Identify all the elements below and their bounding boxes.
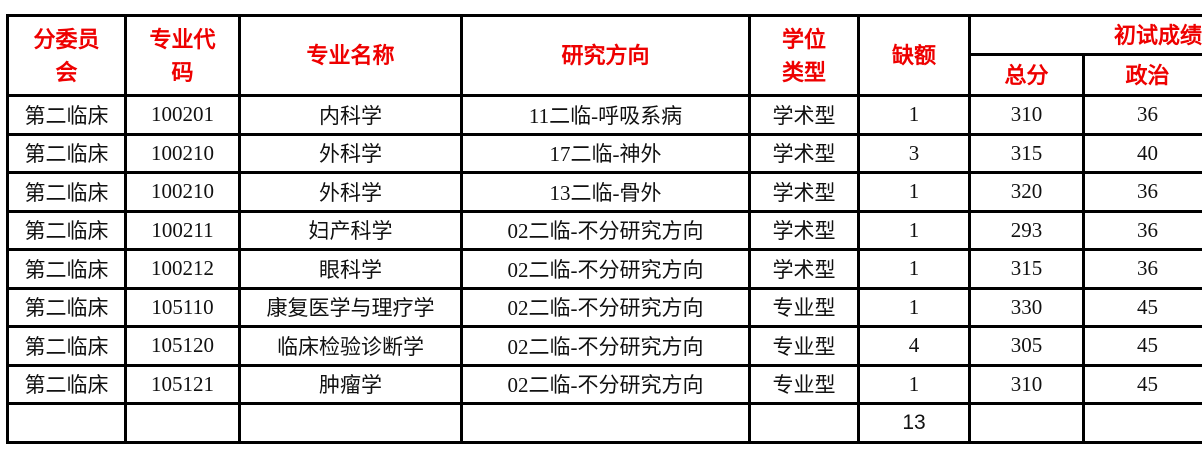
vacancy-cell: 4: [857, 325, 971, 367]
degree-type-cell: 学术型: [748, 94, 860, 136]
direction-cell: 02二临-不分研究方向: [460, 286, 751, 328]
degree-type-cell: 学术型: [748, 248, 860, 290]
major-name-cell: 临床检验诊断学: [238, 325, 463, 367]
table-row: 第二临床 100210 外科学 17二临-神外 学术型 3 315 40: [6, 132, 1202, 174]
direction-cell: 02二临-不分研究方向: [460, 209, 751, 251]
table-row: 第二临床 105120 临床检验诊断学 02二临-不分研究方向 专业型 4 30…: [6, 325, 1202, 367]
major-name-cell: 外科学: [238, 171, 463, 213]
header-total-score: 总分: [968, 53, 1085, 97]
committee-cell: 第二临床: [6, 132, 127, 174]
politics-score-cell: 45: [1081, 325, 1202, 367]
total-score-cell: 305: [968, 325, 1085, 367]
total-score-cell: 310: [968, 363, 1085, 405]
table-row: 第二临床 100211 妇产科学 02二临-不分研究方向 学术型 1 293 3…: [6, 209, 1202, 251]
vacancy-cell: 1: [857, 94, 971, 136]
header-initial-exam-score: 初试成绩: [967, 14, 1202, 56]
vacancy-cell: 1: [857, 286, 971, 328]
total-row: 13: [6, 402, 1202, 444]
code-cell: 105121: [124, 363, 241, 405]
direction-cell: 02二临-不分研究方向: [460, 363, 751, 405]
direction-cell: 02二临-不分研究方向: [460, 248, 751, 290]
code-cell: 100201: [124, 94, 241, 136]
degree-type-cell: 专业型: [748, 363, 860, 405]
total-score-cell: 293: [968, 209, 1085, 251]
table-row: 第二临床 105110 康复医学与理疗学 02二临-不分研究方向 专业型 1 3…: [6, 286, 1202, 328]
politics-score-cell: 40: [1081, 132, 1202, 174]
code-cell: 100212: [124, 248, 241, 290]
vacancy-cell: 1: [857, 248, 971, 290]
header-major-code: 专业代 码: [124, 14, 241, 97]
committee-cell: 第二临床: [6, 248, 127, 290]
vacancy-cell: 1: [857, 209, 971, 251]
degree-type-cell: 学术型: [748, 132, 860, 174]
direction-cell: 02二临-不分研究方向: [460, 325, 751, 367]
committee-cell: 第二临床: [6, 363, 127, 405]
header-vacancy: 缺额: [857, 14, 971, 97]
table-row: 第二临床 100201 内科学 11二临-呼吸系病 学术型 1 310 36: [6, 94, 1202, 136]
adjustment-quota-table: 分委员 会 专业代 码 专业名称 研究方向 学位 类型 缺额 初试成绩 总分 政…: [6, 14, 1202, 444]
committee-cell: 第二临床: [6, 325, 127, 367]
table-row: 第二临床 100210 外科学 13二临-骨外 学术型 1 320 36: [6, 171, 1202, 213]
header-committee: 分委员 会: [6, 14, 127, 97]
vacancy-cell: 1: [857, 363, 971, 405]
header-degree-type: 学位 类型: [748, 14, 860, 97]
major-name-cell: [238, 402, 463, 444]
total-score-cell: 315: [968, 248, 1085, 290]
degree-type-cell: 学术型: [748, 171, 860, 213]
committee-cell: 第二临床: [6, 286, 127, 328]
degree-type-cell: [748, 402, 860, 444]
major-name-cell: 妇产科学: [238, 209, 463, 251]
major-name-cell: 眼科学: [238, 248, 463, 290]
degree-type-cell: 专业型: [748, 325, 860, 367]
vacancy-cell: 1: [857, 171, 971, 213]
header-subrow: 总分 政治: [8, 53, 1202, 97]
header-row: 分委员 会 专业代 码 专业名称 研究方向 学位 类型 缺额 初试成绩: [6, 14, 1202, 97]
degree-type-cell: 学术型: [748, 209, 860, 251]
politics-score-cell: 36: [1081, 94, 1202, 136]
table-row: 第二临床 105121 肿瘤学 02二临-不分研究方向 专业型 1 310 45: [6, 363, 1202, 405]
header-major-name: 专业名称: [238, 14, 463, 97]
vacancy-total-cell: 13: [857, 402, 971, 444]
vacancy-cell: 3: [857, 132, 971, 174]
total-score-cell: [968, 402, 1085, 444]
politics-score-cell: 45: [1081, 286, 1202, 328]
code-cell: 100210: [124, 132, 241, 174]
code-cell: 100211: [124, 209, 241, 251]
politics-score-cell: 36: [1081, 209, 1202, 251]
major-name-cell: 内科学: [238, 94, 463, 136]
total-score-cell: 320: [968, 171, 1085, 213]
committee-cell: [6, 402, 127, 444]
degree-type-cell: 专业型: [748, 286, 860, 328]
code-cell: 105110: [124, 286, 241, 328]
total-score-cell: 310: [968, 94, 1085, 136]
major-name-cell: 外科学: [238, 132, 463, 174]
politics-score-cell: 45: [1081, 363, 1202, 405]
code-cell: [124, 402, 241, 444]
committee-cell: 第二临床: [6, 209, 127, 251]
code-cell: 100210: [124, 171, 241, 213]
direction-cell: 13二临-骨外: [460, 171, 751, 213]
politics-score-cell: [1081, 402, 1202, 444]
committee-cell: 第二临床: [6, 171, 127, 213]
header-research-direction: 研究方向: [460, 14, 751, 97]
total-score-cell: 315: [968, 132, 1085, 174]
header-politics: 政治: [1081, 53, 1202, 97]
committee-cell: 第二临床: [6, 94, 127, 136]
major-name-cell: 肿瘤学: [238, 363, 463, 405]
direction-cell: [460, 402, 751, 444]
direction-cell: 17二临-神外: [460, 132, 751, 174]
politics-score-cell: 36: [1081, 171, 1202, 213]
table-row: 第二临床 100212 眼科学 02二临-不分研究方向 学术型 1 315 36: [6, 248, 1202, 290]
code-cell: 105120: [124, 325, 241, 367]
direction-cell: 11二临-呼吸系病: [460, 94, 751, 136]
politics-score-cell: 36: [1081, 248, 1202, 290]
total-score-cell: 330: [968, 286, 1085, 328]
major-name-cell: 康复医学与理疗学: [238, 286, 463, 328]
